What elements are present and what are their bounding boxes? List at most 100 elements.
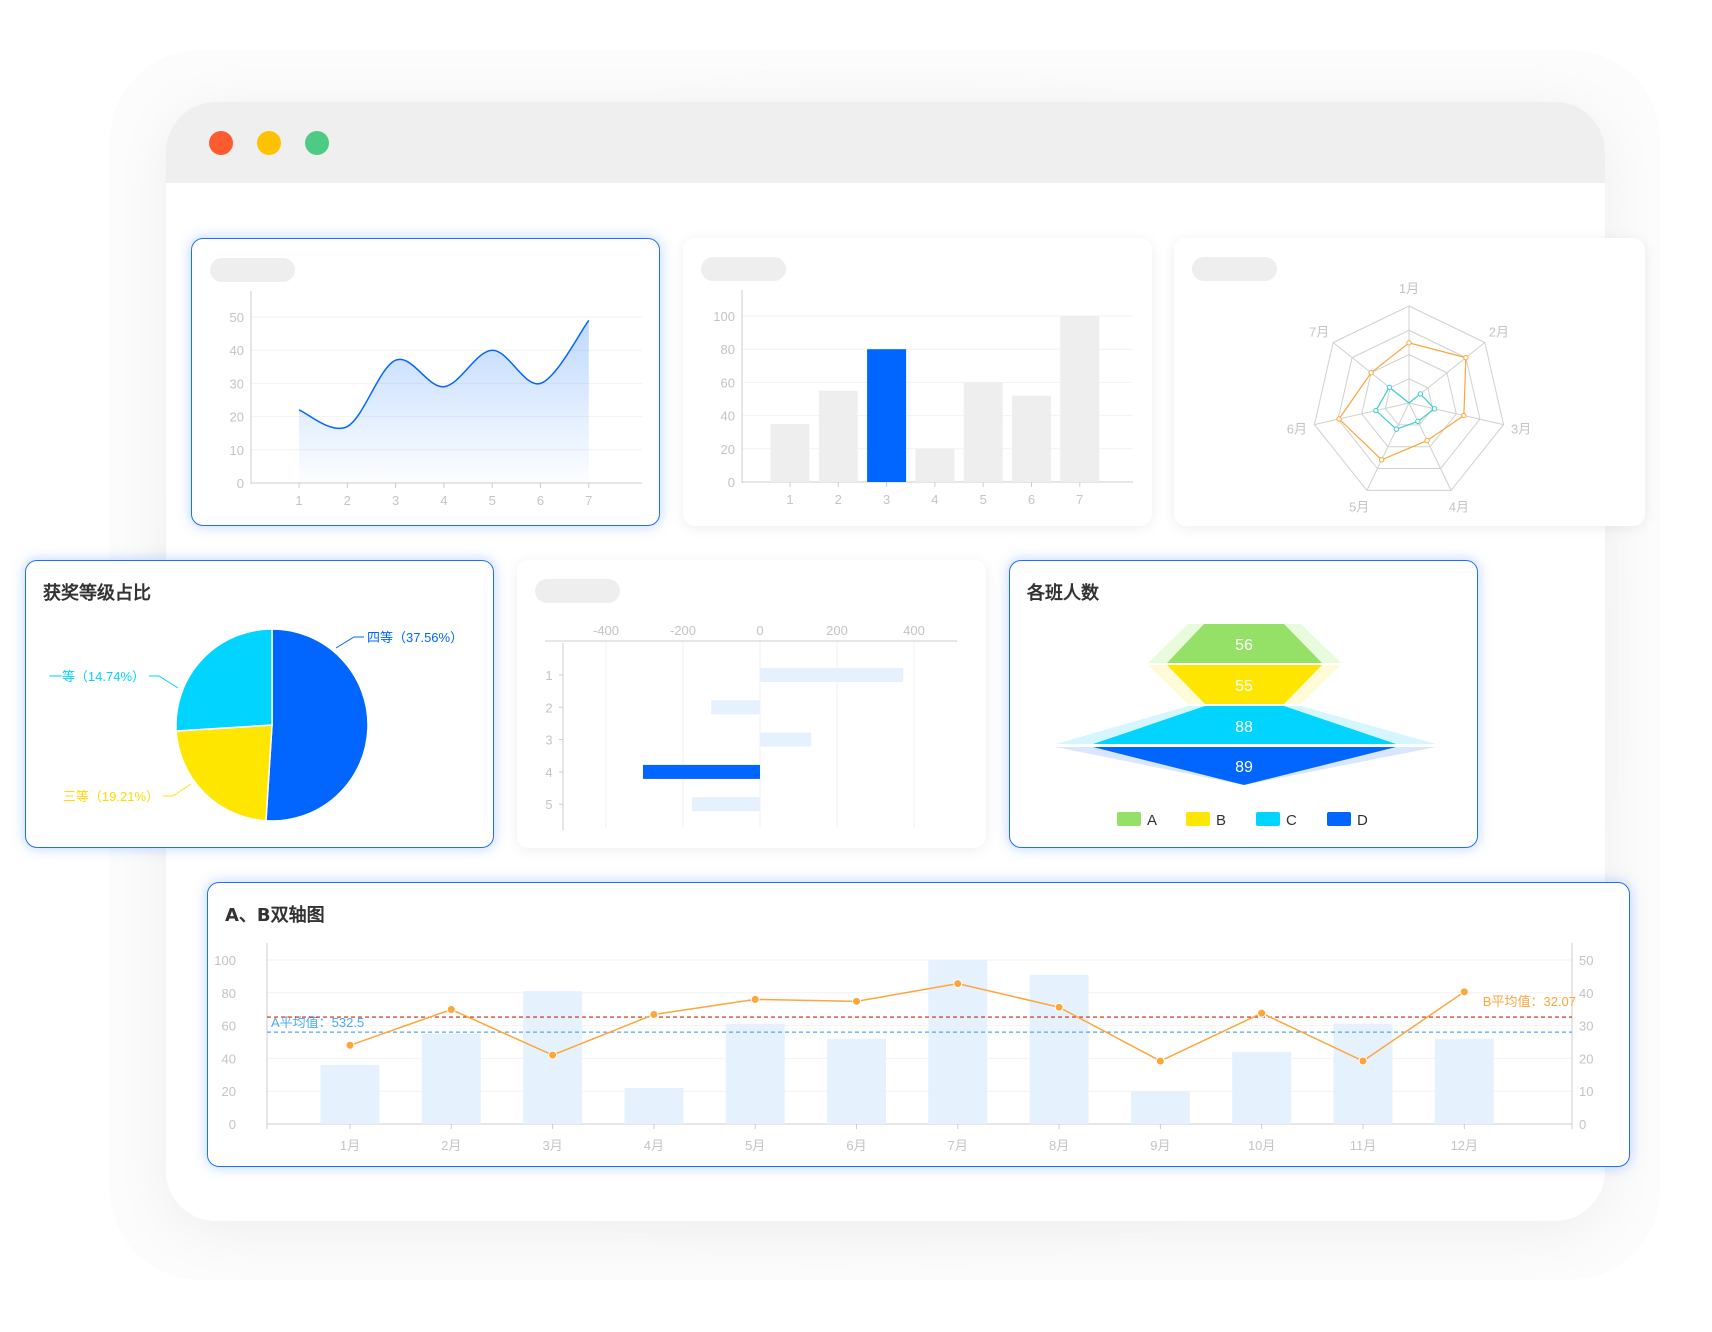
bar (1333, 1023, 1393, 1124)
title-placeholder (1192, 257, 1277, 281)
bar (1060, 316, 1100, 482)
legend-item-b[interactable]: B (1186, 812, 1226, 829)
x-tick-label: -400 (593, 623, 619, 638)
x-tick-label: 4月 (644, 1138, 664, 1153)
mark-line-label: B平均值：32.07 (1483, 994, 1576, 1009)
funnel-value-label: 56 (1235, 637, 1253, 654)
funnel-value-label: 55 (1235, 678, 1253, 695)
x-tick-label: 3 (392, 493, 399, 508)
bar (1130, 1091, 1190, 1124)
y-tick-label: 4 (545, 765, 552, 780)
y-tick-label: 0 (237, 476, 244, 491)
bar (624, 1087, 684, 1124)
bar (963, 382, 1003, 482)
funnel-segment (1167, 624, 1322, 663)
legend-item-a[interactable]: A (1117, 812, 1157, 829)
legend-swatch (1327, 812, 1351, 826)
legend-label: C (1286, 812, 1297, 829)
radar-ring (1337, 329, 1481, 470)
funnel-segment (1093, 747, 1396, 785)
line-point (1459, 987, 1469, 997)
y-left-tick-label: 0 (229, 1117, 236, 1132)
funnel-value-label: 89 (1235, 759, 1253, 776)
y-tick-label: 10 (230, 443, 244, 458)
mark-line-label: A平均值：532.5 (271, 1015, 364, 1030)
dual-axis-chart: 0 20 40 60 80 100 0 10 20 30 40 50 1月 2月 3月 4月 5月 6月 7月 8月 9… (214, 943, 1593, 1153)
radar-point (1378, 457, 1385, 463)
bar (320, 1064, 380, 1124)
radar-series (1338, 342, 1467, 461)
radar-point (1368, 370, 1374, 376)
area-chart-card[interactable]: 0 10 20 30 40 50 1 2 3 4 5 6 7 (191, 238, 660, 526)
minimize-button[interactable] (257, 131, 281, 155)
bar (827, 1038, 886, 1124)
bar (691, 797, 760, 812)
pie-leader-line (163, 783, 192, 797)
y-left-tick-label: 80 (222, 986, 236, 1001)
x-tick-label: 5月 (745, 1138, 765, 1153)
legend-label: A (1147, 812, 1157, 829)
y-left-tick-label: 60 (222, 1019, 236, 1034)
radar-point (1461, 412, 1467, 419)
bar (642, 764, 760, 779)
legend-item-d[interactable]: D (1327, 812, 1368, 829)
y-tick-label: 20 (230, 410, 244, 425)
x-tick-label: 200 (826, 623, 848, 638)
bar (760, 668, 904, 682)
y-tick-label: 20 (721, 442, 735, 457)
y-tick-label: 0 (728, 475, 735, 490)
y-right-tick-label: 0 (1579, 1117, 1586, 1132)
x-tick-label: 4 (931, 492, 938, 507)
pie-label: 四等（37.56%） (367, 630, 463, 645)
line-point (345, 1040, 355, 1050)
funnel-chart-card[interactable]: 各班人数 56 55 88 89 A B C D (1009, 560, 1478, 848)
bar (760, 732, 812, 747)
legend-swatch (1186, 812, 1210, 826)
pie-slice (175, 628, 273, 732)
radar-chart-card[interactable]: 1月 2月 3月 4月 5月 6月 7月 (1174, 238, 1645, 526)
y-right-tick-label: 50 (1579, 953, 1593, 968)
line-point (953, 979, 963, 989)
x-tick-label: 1 (295, 493, 302, 508)
x-tick-label: 2 (344, 493, 351, 508)
radar-spoke (1314, 402, 1410, 426)
pie-chart-card[interactable]: 获奖等级占比 四等（37.56%） 三等（19.21%） 一等（14.74%） (25, 560, 494, 848)
x-tick-label: 400 (903, 623, 925, 638)
radar-point (1424, 437, 1430, 444)
bar (711, 700, 760, 715)
y-tick-label: 60 (721, 375, 735, 390)
y-right-tick-label: 10 (1579, 1084, 1593, 1099)
x-tick-label: 3月 (542, 1138, 562, 1153)
title-placeholder (701, 257, 786, 281)
y-tick-label: 5 (545, 797, 552, 812)
area-fill (299, 320, 589, 483)
dual-axis-chart-card[interactable]: A、B双轴图 0 20 40 60 80 100 0 10 20 30 40 50 1月 2月 3月 4月 5月… (207, 882, 1630, 1167)
maximize-button[interactable] (305, 131, 329, 155)
legend-item-c[interactable]: C (1256, 812, 1297, 829)
pie-chart-title: 获奖等级占比 (43, 583, 151, 604)
y-tick-label: 80 (721, 342, 735, 357)
funnel-chart-title: 各班人数 (1027, 583, 1099, 604)
line-point (750, 994, 760, 1004)
pie-leader-line (335, 636, 364, 649)
radar-point (1406, 340, 1412, 346)
x-tick-label: 6 (537, 493, 544, 508)
horizontal-bar-chart: -400 -200 0 200 400 1 2 3 4 5 (545, 623, 957, 830)
y-right-tick-label: 30 (1579, 1019, 1593, 1034)
funnel-segment (1167, 665, 1322, 704)
radar-series (1375, 386, 1436, 430)
series-line (298, 319, 590, 430)
radar-indicator-label: 5月 (1349, 500, 1369, 515)
radar-point (1336, 416, 1342, 422)
horizontal-bar-chart-card[interactable]: -400 -200 0 200 400 1 2 3 4 5 (517, 560, 986, 848)
bar (1232, 1051, 1292, 1124)
bar-chart-card[interactable]: 0 20 40 60 80 100 1 2 3 4 5 6 7 (683, 238, 1152, 526)
close-button[interactable] (209, 131, 233, 155)
x-tick-label: 3 (883, 492, 890, 507)
x-tick-label: 1 (786, 492, 793, 507)
y-tick-label: 100 (713, 309, 735, 324)
radar-point (1393, 426, 1400, 432)
line-point (1257, 1008, 1267, 1018)
y-tick-label: 40 (721, 409, 735, 424)
legend-label: D (1357, 812, 1368, 829)
